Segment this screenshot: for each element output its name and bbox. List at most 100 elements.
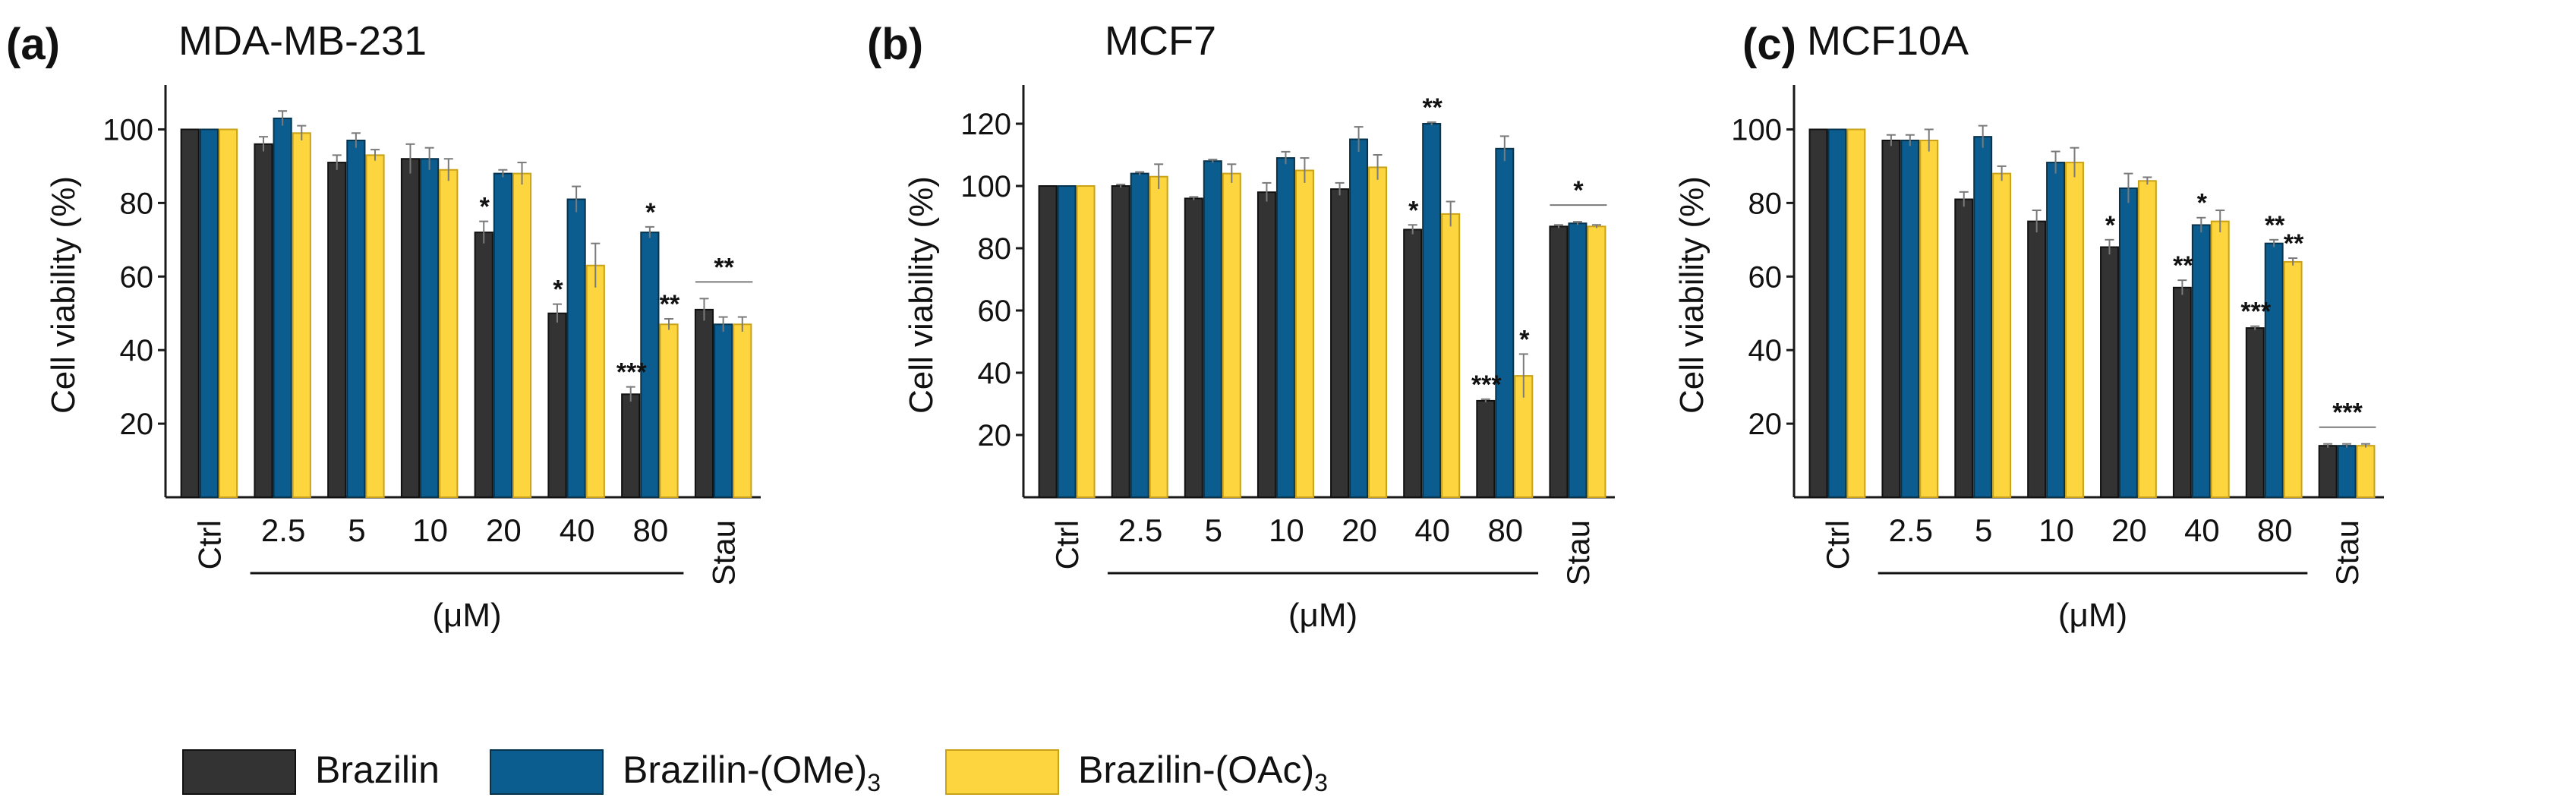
panel-b-bar-brazilin-2.5: [1111, 185, 1130, 498]
panel-c-bar-brazilin-2.5: [1881, 139, 1901, 498]
panel-a-bar-brazilin-10: [400, 158, 421, 499]
panel-a-bar-ome3-20: [493, 172, 512, 498]
panel-b-ytick-label-100: 100: [960, 170, 1011, 203]
panel-c-ytick-label-20: 20: [1748, 408, 1783, 441]
panel-c-label: (c): [1742, 20, 1796, 69]
panel-a-bar-oac3-20: [512, 172, 532, 498]
panel-a-label: (a): [6, 20, 60, 69]
panel-c-sig-ome3-80: **: [2265, 211, 2285, 240]
panel-a-xtick-label-Ctrl: Ctrl: [191, 520, 227, 569]
panel-b-sig-brazilin-80: ***: [1471, 370, 1502, 399]
panel-c-ytick-label-100: 100: [1731, 113, 1782, 147]
panel-c-bar-brazilin-Ctrl: [1808, 128, 1828, 498]
panel-c-ytick-label-80: 80: [1748, 187, 1783, 220]
panel-b-bar-brazilin-40: [1403, 229, 1423, 498]
panel-c-xtick-label-Stau: Stau: [2329, 520, 2365, 585]
panel-b-xtick-label-5: 5: [1205, 512, 1222, 548]
legend-swatch-brazilin-oac3: [945, 749, 1059, 795]
panel-b-xtick-label-Stau: Stau: [1560, 520, 1596, 585]
panel-c-sig-brazilin-20: *: [2105, 211, 2116, 240]
panel-a-sig-brazilin-20: *: [480, 193, 490, 222]
panel-b-bar-oac3-2.5: [1149, 175, 1168, 498]
panel-a-bar-ome3-5: [346, 139, 366, 498]
legend-swatch-brazilin: [182, 749, 296, 795]
panel-c-bar-ome3-5: [1973, 136, 1993, 499]
panel-b-bar-brazilin-Stau: [1549, 225, 1569, 498]
panel-b-bar-ome3-5: [1203, 160, 1222, 498]
panel-a-bar-brazilin-80: [621, 393, 641, 498]
panel-a-bar-brazilin-Ctrl: [180, 128, 200, 498]
panel-c-bar-ome3-Stau: [2337, 445, 2357, 498]
panel-c-sig-ome3-40: *: [2197, 189, 2208, 218]
panel-c-sig-brazilin-80: ***: [2240, 298, 2271, 326]
legend-label-brazilin-oac3: Brazilin-(OAc)3: [1078, 749, 1328, 796]
panel-b-label: (b): [867, 20, 923, 69]
panel-b-bar-oac3-40: [1441, 213, 1461, 498]
panel-b-bar-brazilin-Ctrl: [1038, 185, 1058, 498]
legend-label-brazilin-ome3: Brazilin-(OMe)3: [623, 749, 881, 796]
panel-b-sig-brazilin-40: *: [1408, 196, 1419, 225]
panel-b-bar-oac3-5: [1222, 172, 1241, 498]
panel-b-ytick-label-120: 120: [960, 108, 1011, 141]
panel-c-xgroup-label: (μM): [2058, 597, 2127, 634]
panel-c-bar-ome3-40: [2191, 224, 2211, 498]
panel-a-bar-oac3-2.5: [292, 132, 311, 499]
panel-c-title: MCF10A: [1807, 18, 1969, 64]
panel-c-xtick-label-80: 80: [2257, 512, 2293, 548]
panel-b-bar-brazilin-10: [1256, 191, 1276, 498]
panel-a-bar-oac3-Stau: [733, 323, 752, 498]
panel-c-bar-oac3-40: [2210, 220, 2230, 498]
panel-c-bar-ome3-20: [2118, 187, 2138, 498]
panel-c-bar-oac3-Ctrl: [1846, 128, 1866, 498]
panel-a-xtick-label-Stau: Stau: [706, 520, 742, 585]
panel-a-sig-brazilin-40: *: [553, 276, 563, 304]
panel-c-bar-brazilin-Stau: [2318, 445, 2338, 498]
panel-a-bar-brazilin-20: [474, 232, 493, 498]
panel-a-title: MDA-MB-231: [178, 18, 427, 64]
panel-b-xtick-label-80: 80: [1487, 512, 1523, 548]
panel-a-bar-brazilin-Stau: [694, 308, 714, 498]
panel-b-stau-sig: *: [1573, 176, 1584, 205]
panel-c-bar-oac3-20: [2137, 180, 2157, 498]
panel-b-bar-oac3-10: [1294, 169, 1314, 498]
panel-a-bar-brazilin-5: [327, 162, 347, 498]
panel-c-xtick-label-20: 20: [2111, 512, 2147, 548]
panel-b-xtick-label-2.5: 2.5: [1118, 512, 1162, 548]
panel-c-xtick-label-Ctrl: Ctrl: [1820, 520, 1856, 569]
panel-b-bar-oac3-20: [1368, 166, 1388, 498]
panel-a-bar-ome3-Stau: [714, 323, 733, 498]
panel-b-bar-ome3-Ctrl: [1057, 185, 1077, 498]
panel-c-ylabel: Cell viability (%): [1673, 176, 1711, 414]
panel-a-sig-brazilin-80: ***: [616, 358, 647, 387]
panel-a-bar-brazilin-2.5: [254, 143, 273, 498]
panel-a-bar-oac3-Ctrl: [218, 128, 238, 498]
panel-b-ytick-label-20: 20: [978, 419, 1012, 452]
panel-b-bar-ome3-80: [1495, 147, 1515, 499]
panel-b-xtick-label-40: 40: [1414, 512, 1450, 548]
panel-b-bar-ome3-10: [1275, 157, 1295, 498]
panel-c-bar-ome3-2.5: [1900, 139, 1920, 498]
panel-b-xgroup-label: (μM): [1288, 597, 1357, 634]
panel-c-bar-brazilin-80: [2245, 327, 2265, 499]
panel-b-ylabel: Cell viability (%): [903, 176, 940, 414]
panel-a-bar-oac3-5: [365, 154, 385, 498]
panel-c-bar-oac3-5: [1992, 172, 2012, 498]
panel-c-xtick-label-10: 10: [2038, 512, 2074, 548]
panel-c-sig-brazilin-40: **: [2173, 251, 2193, 280]
panel-b-xtick-label-20: 20: [1342, 512, 1377, 548]
panel-b-bar-ome3-Stau: [1568, 222, 1588, 498]
panel-b-xtick-label-Ctrl: Ctrl: [1049, 520, 1085, 569]
panel-b-bar-ome3-40: [1422, 123, 1442, 498]
panel-c-bar-brazilin-5: [1954, 198, 1974, 498]
panel-a-ylabel: Cell viability (%): [45, 176, 82, 414]
panel-b-ytick-label-40: 40: [978, 357, 1012, 390]
panel-c-xtick-label-40: 40: [2184, 512, 2220, 548]
panel-a-ytick-label-40: 40: [120, 334, 154, 367]
panel-a-ytick-label-80: 80: [120, 187, 154, 220]
panel-c-ytick-label-40: 40: [1748, 334, 1783, 367]
panel-a-bar-oac3-80: [659, 323, 679, 498]
panel-c-bar-brazilin-20: [2100, 246, 2119, 498]
panel-a-bar-oac3-10: [439, 169, 459, 498]
panel-a-sig-oac3-80: **: [660, 290, 680, 319]
legend: Brazilin Brazilin-(OMe)3 Brazilin-(OAc)3: [182, 740, 2460, 801]
